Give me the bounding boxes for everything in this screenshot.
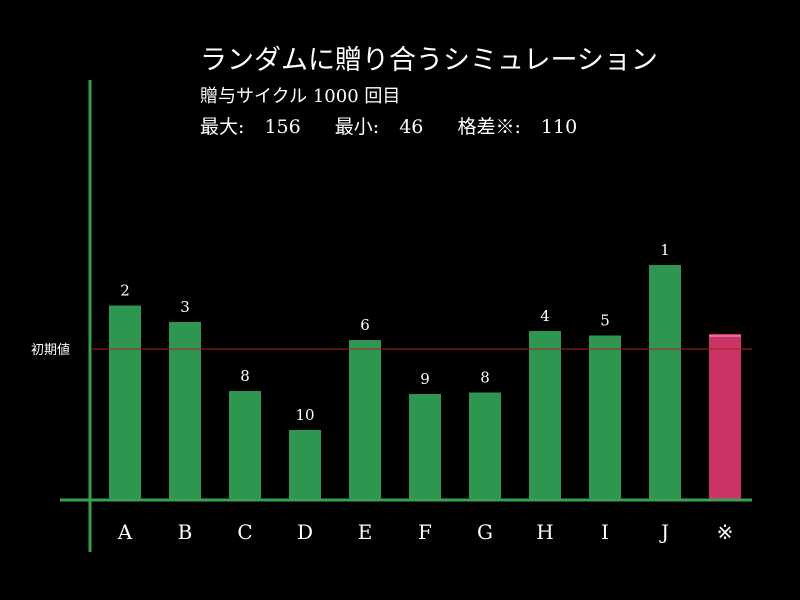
max-stat: 最大: 156: [200, 116, 315, 138]
min-stat: 最小: 46: [335, 116, 438, 138]
category-label-i: I: [601, 520, 609, 544]
max-label: 最大:: [200, 116, 245, 138]
category-label-c: C: [237, 520, 252, 544]
gap-stat: 格差※: 110: [457, 116, 591, 138]
category-label-d: D: [297, 520, 313, 544]
cycle-label: 贈与サイクル: [200, 86, 308, 107]
gap-value: 110: [540, 116, 578, 138]
category-label-e: E: [358, 520, 373, 544]
chart-title: ランダムに贈り合うシミュレーション: [200, 45, 658, 76]
bar-h: [529, 331, 561, 499]
stats-line: 最大: 156 最小: 46 格差※: 110: [200, 112, 605, 139]
cycle-counter: 贈与サイクル 1000 回目: [200, 82, 400, 108]
min-label: 最小:: [334, 116, 380, 138]
category-label-g: G: [477, 520, 493, 544]
rank-label-h: 4: [540, 307, 550, 325]
bar-a: [109, 305, 141, 499]
bar-e: [349, 340, 381, 499]
bar-j: [649, 265, 681, 499]
reference-label: 初期値: [31, 342, 70, 358]
bar-i: [589, 335, 621, 499]
category-label-b: B: [178, 520, 193, 544]
cycle-value: 1000: [312, 86, 359, 107]
rank-label-e: 6: [360, 316, 370, 334]
category-label-h: H: [536, 520, 553, 544]
rank-label-f: 9: [420, 370, 430, 388]
gap-bar: [709, 334, 741, 499]
rank-label-j: 1: [660, 241, 670, 259]
rank-label-a: 2: [120, 282, 130, 300]
category-label-f: F: [418, 520, 432, 544]
max-value: 156: [264, 116, 301, 138]
bar-b: [169, 322, 201, 499]
bar-g: [469, 392, 501, 499]
category-label-a: A: [117, 520, 133, 544]
rank-label-c: 8: [240, 367, 250, 385]
bar-c: [229, 391, 261, 499]
category-label-gap: ※: [717, 520, 734, 544]
bar-d: [289, 430, 321, 499]
rank-label-b: 3: [180, 298, 190, 316]
category-label-j: J: [659, 520, 669, 544]
rank-label-g: 8: [480, 369, 490, 387]
rank-label-d: 10: [295, 406, 314, 424]
bar-f: [409, 394, 441, 499]
min-value: 46: [399, 116, 424, 138]
cycle-suffix: 回目: [364, 86, 401, 107]
rank-label-i: 5: [600, 312, 610, 330]
gap-label: 格差※:: [457, 116, 521, 138]
